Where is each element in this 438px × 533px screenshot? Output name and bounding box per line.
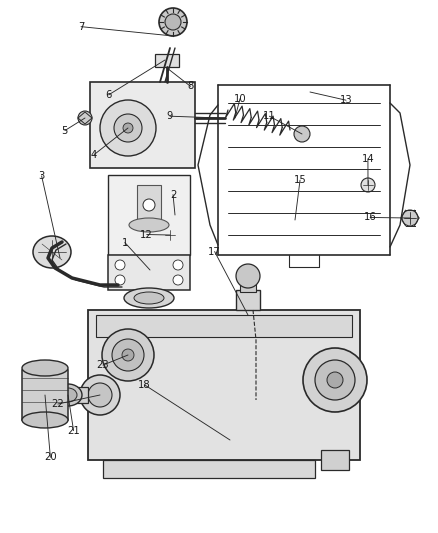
Circle shape: [303, 348, 367, 412]
Circle shape: [100, 100, 156, 156]
Circle shape: [159, 8, 187, 36]
Bar: [240, 276, 256, 292]
Ellipse shape: [22, 360, 68, 376]
Text: 16: 16: [364, 213, 377, 222]
Text: 1: 1: [122, 238, 128, 247]
Circle shape: [114, 114, 142, 142]
Text: 13: 13: [340, 95, 352, 105]
Text: 22: 22: [51, 399, 64, 409]
Ellipse shape: [22, 412, 68, 428]
Circle shape: [143, 199, 155, 211]
Text: 18: 18: [138, 380, 151, 390]
Text: 5: 5: [62, 126, 68, 135]
Bar: [103, 460, 315, 478]
Text: 8: 8: [187, 82, 194, 91]
Bar: [108, 175, 190, 255]
Ellipse shape: [54, 384, 82, 406]
Bar: [236, 290, 260, 310]
Bar: [88, 310, 360, 460]
Text: 20: 20: [44, 453, 57, 462]
Bar: [155, 54, 179, 67]
Circle shape: [115, 260, 125, 270]
Circle shape: [315, 360, 355, 400]
Text: 11: 11: [263, 111, 276, 121]
Bar: [63, 387, 88, 403]
Circle shape: [80, 375, 120, 415]
Ellipse shape: [124, 288, 174, 308]
Text: 21: 21: [67, 426, 80, 435]
Circle shape: [173, 275, 183, 285]
Bar: [321, 450, 349, 470]
Ellipse shape: [59, 388, 77, 402]
Text: 3: 3: [39, 171, 45, 181]
Text: 23: 23: [97, 360, 109, 370]
Text: 7: 7: [78, 22, 84, 31]
Bar: [22, 370, 68, 420]
Text: 2: 2: [170, 190, 176, 199]
Bar: [137, 185, 161, 223]
Circle shape: [294, 126, 310, 142]
Circle shape: [102, 329, 154, 381]
Circle shape: [123, 123, 133, 133]
Circle shape: [115, 275, 125, 285]
Circle shape: [402, 210, 418, 226]
Circle shape: [327, 372, 343, 388]
Text: 6: 6: [106, 90, 112, 100]
Circle shape: [88, 383, 112, 407]
Text: 17: 17: [208, 247, 221, 256]
Circle shape: [112, 339, 144, 371]
Ellipse shape: [33, 236, 71, 268]
Text: 9: 9: [167, 111, 173, 121]
Bar: [96, 315, 352, 337]
Circle shape: [361, 178, 375, 192]
Text: 14: 14: [362, 154, 374, 164]
Bar: [90, 82, 195, 168]
Text: 10: 10: [234, 94, 246, 103]
Ellipse shape: [134, 292, 164, 304]
Bar: [108, 255, 190, 290]
Circle shape: [164, 229, 176, 241]
Ellipse shape: [129, 218, 169, 232]
Text: 12: 12: [140, 230, 153, 239]
Circle shape: [173, 260, 183, 270]
Text: 4: 4: [91, 150, 97, 159]
Circle shape: [78, 111, 92, 125]
Text: 15: 15: [293, 175, 307, 185]
Circle shape: [236, 264, 260, 288]
Circle shape: [122, 349, 134, 361]
Circle shape: [165, 14, 181, 30]
